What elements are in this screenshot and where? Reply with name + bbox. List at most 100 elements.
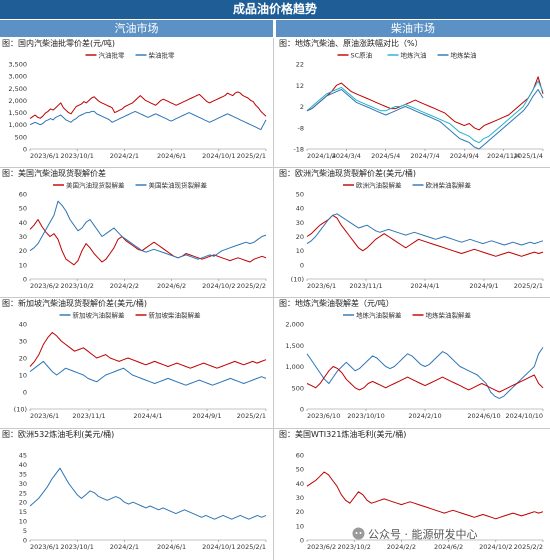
y-tick-label: 30: [296, 219, 304, 227]
x-tick-label: 2025/2/1: [514, 282, 543, 290]
watermark-text: 公众号 · 能源研发中心: [368, 528, 478, 541]
y-tick-label: 60: [296, 452, 304, 460]
x-tick-label: 2023/6/1: [307, 282, 336, 290]
chart-panel-us-crack: 图：美国汽柴油现货裂解价差 0 10 20 30 40 50 60 2023/6/2 2023/…: [0, 168, 271, 296]
x-tick-label: 2023/10/2: [61, 282, 94, 290]
x-tick-label: 2024/2/2: [110, 282, 139, 290]
legend-label: 欧洲柴油裂解差: [426, 181, 472, 190]
legend-label: 欧洲汽油裂解差: [356, 181, 402, 190]
y-tick-label: 40: [19, 461, 27, 469]
x-tick-label: 2025/2/2: [514, 543, 543, 551]
legend-label: 新加坡柴油裂解差: [149, 311, 202, 320]
x-tick-label: 2024/10/2: [479, 543, 512, 551]
y-tick-label: 0: [23, 146, 27, 154]
series-line-1: [29, 467, 267, 520]
chart-title: 图：地炼汽柴油、原油涨跌幅对比（%）: [279, 39, 423, 48]
legend-label: 新加坡汽油裂解差: [73, 311, 126, 320]
chart-panel-eu-532: 图：欧洲532炼油毛利(美元/桶) 0 5 10 15 20 25 30 35 40 45 2023…: [0, 429, 271, 557]
chart-title: 图：欧洲532炼油毛利(美元/桶): [2, 430, 115, 439]
x-tick-label: 2024/9/1: [192, 412, 221, 420]
y-tick-label: 40: [19, 321, 27, 329]
x-tick-label: 2024/6/2: [434, 543, 463, 551]
y-tick-label: 20: [19, 355, 27, 363]
x-tick-label: 2024/10/1: [202, 543, 235, 551]
x-tick-label: 2024/6/1: [157, 543, 186, 551]
y-tick-label: 10: [19, 261, 27, 269]
series-line-2: [306, 366, 544, 393]
y-tick-label: 20: [19, 499, 27, 507]
chart-us-321: 0 10 20 30 40 50 60 2023/6/2 2023/10/2 2024/2/2 20…: [296, 452, 544, 551]
x-tick-label: 2023/6/2: [30, 282, 59, 290]
legend-label: 地炼柴油裂解差: [426, 311, 472, 320]
y-tick-label: 10: [296, 522, 304, 530]
x-tick-label: 2025/2/1: [237, 152, 266, 160]
series-line-2: [29, 332, 267, 369]
gasoline-market-header: 汽油市场: [0, 20, 273, 37]
column-divider: [273, 38, 274, 560]
y-tick-label: 1,500: [285, 342, 304, 350]
x-tick-label: 2025/2/1: [237, 412, 266, 420]
y-tick-label: 10: [296, 247, 304, 255]
y-tick-label: 0: [23, 389, 27, 397]
series-line-2: [29, 110, 267, 131]
legend-label: 美国柴油现货裂解差: [149, 181, 208, 190]
chart-title: 图：美国WTI321炼油毛利(美元/桶): [279, 430, 407, 439]
legend-label: 地炼汽油: [401, 51, 427, 60]
x-tick-label: 2024/1/4: [307, 152, 336, 160]
y-tick-label: 30: [19, 233, 27, 241]
y-tick-label: 0: [23, 276, 27, 284]
y-tick-label: 10: [19, 372, 27, 380]
x-tick-label: 2024/6/10: [467, 412, 500, 420]
x-tick-label: 2025/2/2: [237, 282, 266, 290]
x-tick-label: 2023/10/1: [61, 543, 94, 551]
y-tick-label: 20: [19, 247, 27, 255]
x-tick-label: 2024/9/1: [469, 282, 498, 290]
y-tick-label: 40: [19, 219, 27, 227]
x-tick-label: 2023/11/1: [349, 282, 382, 290]
y-tick-label: 20: [296, 508, 304, 516]
y-tick-label: (10): [14, 406, 27, 414]
x-tick-label: 2024/11/4: [487, 152, 520, 160]
legend-label: 汽油批零: [99, 51, 126, 60]
chart-title: 图：新加坡汽柴油现货裂解价差(美元/桶): [2, 299, 147, 308]
y-tick-label: 22: [296, 61, 304, 69]
y-tick-label: 50: [296, 466, 304, 474]
x-tick-label: 2023/10/10: [347, 412, 384, 420]
diesel-market-header: 柴油市场: [276, 20, 550, 37]
y-tick-label: 40: [296, 205, 304, 213]
chart-us-crack: 0 10 20 30 40 50 60 2023/6/2 2023/10/2 2024/2/2 20…: [19, 181, 267, 290]
x-tick-label: 2024/6/1: [157, 152, 186, 160]
y-tick-label: 50: [296, 191, 304, 199]
y-tick-label: 500: [292, 384, 304, 392]
chart-sg-crack: (10) 0 10 20 30 40 2023/6/1 2023/11/1 2024/4/1 20…: [14, 311, 267, 420]
x-tick-label: 2023/10/1: [61, 152, 94, 160]
chart-panel-sg-crack: 图：新加坡汽柴油现货裂解价差(美元/桶) (10) 0 10 20 30 40 2023/6…: [0, 298, 271, 426]
x-tick-label: 2024/4/1: [410, 282, 439, 290]
x-tick-label: 2024/9/4: [450, 152, 479, 160]
y-tick-label: 1,000: [285, 363, 304, 371]
x-tick-label: 2024/5/4: [371, 152, 400, 160]
y-tick-label: 25: [19, 489, 27, 497]
x-tick-label: 2023/11/1: [72, 412, 105, 420]
series-line-1: [29, 91, 267, 120]
row-divider-2: [0, 297, 550, 298]
chart-eu-crack: (10) 0 10 20 30 40 50 2023/6/1 2023/11/1 2024/4/1…: [291, 181, 544, 290]
y-tick-label: 2: [300, 103, 304, 111]
y-tick-label: 30: [19, 338, 27, 346]
row-divider-1: [0, 167, 550, 168]
y-tick-label: 2,000: [8, 97, 27, 105]
legend-label: 地炼柴油: [451, 51, 477, 60]
y-tick-label: 1,500: [8, 109, 27, 117]
x-tick-label: 2024/7/4: [410, 152, 439, 160]
chart-domestic: 0 500 1,000 1,500 2,000 2,500 3,000 3,500 2023/6…: [8, 51, 267, 160]
chart-local-crack: 0 500 1,000 1,500 2,000 2023/6/10 2023/10/10 20…: [285, 311, 544, 420]
x-tick-label: 2023/6/1: [30, 412, 59, 420]
watermark: 公众号 · 能源研发中心: [352, 527, 478, 542]
y-tick-label: -8: [298, 124, 304, 132]
chart-panel-domestic: 图：国内汽柴油批零价差(元/吨) 0 500 1,000 1,500 2,000 2,50…: [0, 38, 271, 166]
y-tick-label: 50: [19, 205, 27, 213]
series-line-2: [29, 200, 267, 260]
y-tick-label: 0: [23, 537, 27, 545]
